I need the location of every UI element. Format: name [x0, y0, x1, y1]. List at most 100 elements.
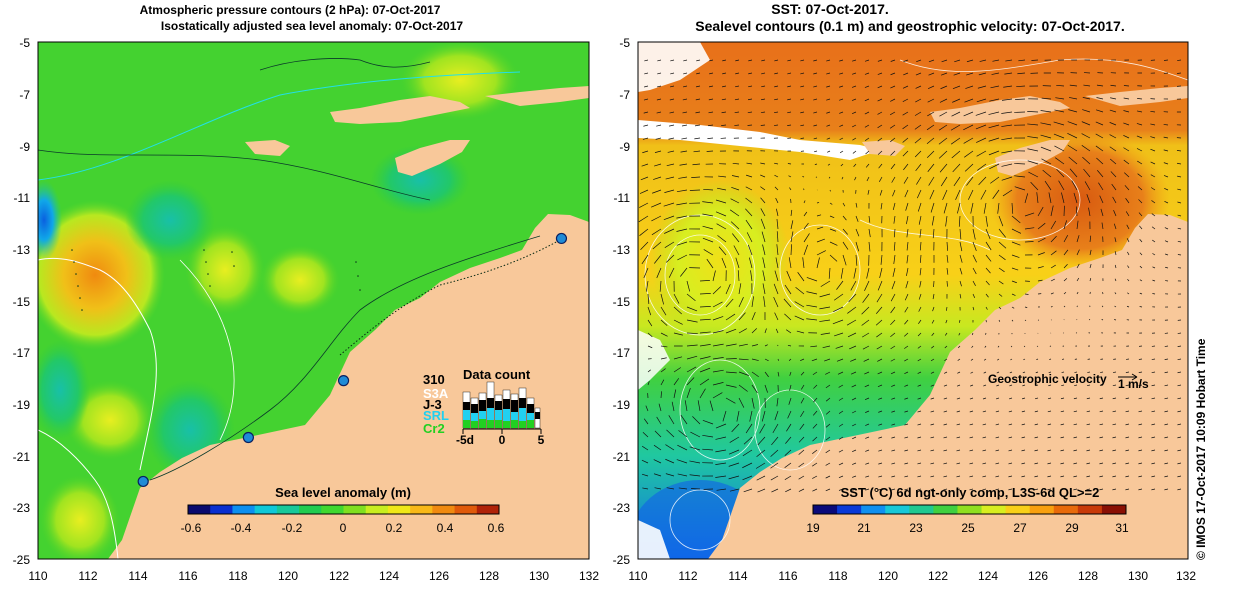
- velocity-arrow: [689, 446, 701, 451]
- velocity-arrow: [702, 201, 714, 204]
- velocity-arrow: [1109, 134, 1117, 139]
- velocity-arrow: [827, 163, 831, 166]
- velocity-arrow: [892, 267, 896, 277]
- velocity-arrow: [939, 163, 948, 173]
- velocity-arrow: [760, 218, 766, 230]
- velocity-arrow: [725, 328, 737, 334]
- velocity-arrow: [914, 124, 922, 130]
- velocity-arrow: [917, 397, 922, 400]
- velocity-arrow: [641, 254, 649, 265]
- velocity-arrow: [1011, 215, 1021, 224]
- velocity-arrow: [850, 358, 857, 362]
- velocity-arrow: [1075, 206, 1078, 217]
- velocity-arrow: [673, 293, 680, 304]
- velocity-arrow: [640, 176, 649, 181]
- velocity-arrow: [654, 163, 662, 167]
- velocity-arrow: [838, 449, 844, 453]
- velocity-arrow: [878, 462, 883, 465]
- velocity-arrow: [1109, 109, 1117, 113]
- velocity-arrow: [709, 72, 714, 75]
- velocity-arrow: [1024, 293, 1029, 295]
- velocity-arrow: [878, 410, 883, 413]
- velocity-arrow: [707, 137, 714, 139]
- velocity-arrow: [813, 85, 818, 88]
- velocity-arrow: [943, 423, 948, 426]
- velocity-arrow: [1011, 319, 1014, 322]
- velocity-arrow: [906, 228, 909, 238]
- velocity-arrow: [997, 202, 1000, 214]
- velocity-arrow: [878, 163, 883, 169]
- velocity-arrow: [1060, 449, 1065, 452]
- velocity-arrow: [660, 306, 667, 316]
- velocity-arrow: [892, 202, 896, 211]
- velocity-arrow: [1150, 174, 1156, 178]
- velocity-arrow: [690, 431, 701, 438]
- velocity-arrow: [1021, 423, 1026, 426]
- velocity-arrow: [1001, 150, 1013, 154]
- velocity-scale-legend: Geostrophic velocity 1 m/s: [988, 372, 1149, 391]
- velocity-arrow: [982, 449, 987, 452]
- velocity-arrow: [868, 228, 871, 238]
- velocity-arrow: [982, 397, 987, 400]
- velocity-arrow: [1138, 371, 1143, 373]
- velocity-arrow: [865, 163, 870, 168]
- velocity-arrow: [930, 475, 935, 478]
- y-tick-label: -13: [613, 243, 631, 257]
- velocity-arrow: [762, 270, 766, 282]
- velocity-arrow: [787, 344, 792, 347]
- velocity-arrow: [707, 124, 714, 127]
- velocity-arrow: [803, 233, 810, 243]
- velocity-arrow: [775, 197, 779, 204]
- velocity-arrow: [787, 124, 792, 126]
- velocity-arrow: [669, 124, 675, 127]
- velocity-arrow: [842, 228, 848, 235]
- colorbar-swatch: [861, 505, 886, 514]
- velocity-arrow: [877, 280, 883, 291]
- velocity-arrow: [717, 235, 727, 243]
- velocity-arrow: [1044, 180, 1052, 191]
- velocity-arrow: [929, 189, 935, 200]
- velocity-arrow: [729, 209, 740, 217]
- colorbar-swatch: [188, 505, 211, 514]
- velocity-arrow: [1063, 249, 1069, 256]
- velocity-arrow: [668, 267, 675, 278]
- geostrophic-velocity-arrows: [638, 59, 1182, 493]
- colorbar-swatch: [476, 505, 500, 514]
- velocity-arrow: [1001, 98, 1013, 101]
- velocity-arrow: [735, 257, 740, 269]
- velocity-arrow: [926, 124, 935, 131]
- velocity-arrow: [761, 59, 766, 62]
- velocity-arrow: [1123, 85, 1130, 87]
- velocity-arrow: [681, 137, 688, 140]
- velocity-arrow: [940, 176, 948, 187]
- velocity-arrow: [969, 397, 974, 400]
- velocity-arrow: [1034, 423, 1039, 426]
- velocity-arrow: [671, 401, 675, 412]
- velocity-arrow: [877, 137, 883, 142]
- velocity-arrow: [800, 124, 805, 127]
- velocity-arrow: [1068, 156, 1078, 165]
- velocity-arrow: [1164, 384, 1169, 387]
- velocity-arrow: [946, 267, 949, 275]
- velocity-arrow: [1126, 305, 1130, 308]
- velocity-arrow: [944, 332, 948, 336]
- velocity-arrow: [682, 98, 688, 101]
- velocity-arrow: [840, 163, 844, 167]
- velocity-arrow: [942, 189, 948, 200]
- velocity-arrow: [747, 244, 753, 256]
- velocity-arrow: [852, 449, 857, 453]
- velocity-arrow: [1041, 97, 1052, 100]
- velocity-arrow: [1150, 123, 1156, 126]
- velocity-arrow: [1073, 449, 1078, 452]
- velocity-arrow: [930, 449, 935, 452]
- velocity-arrow: [641, 445, 649, 451]
- velocity-arrow: [715, 462, 727, 465]
- velocity-arrow: [806, 318, 818, 321]
- x-tick-label: 118: [228, 569, 247, 583]
- colorbar-tick-label: -0.4: [231, 521, 252, 535]
- velocity-arrow: [917, 449, 922, 452]
- velocity-arrow: [784, 449, 792, 456]
- velocity-arrow: [1027, 148, 1039, 152]
- y-tick-label: -19: [13, 398, 31, 412]
- velocity-arrow: [864, 124, 870, 128]
